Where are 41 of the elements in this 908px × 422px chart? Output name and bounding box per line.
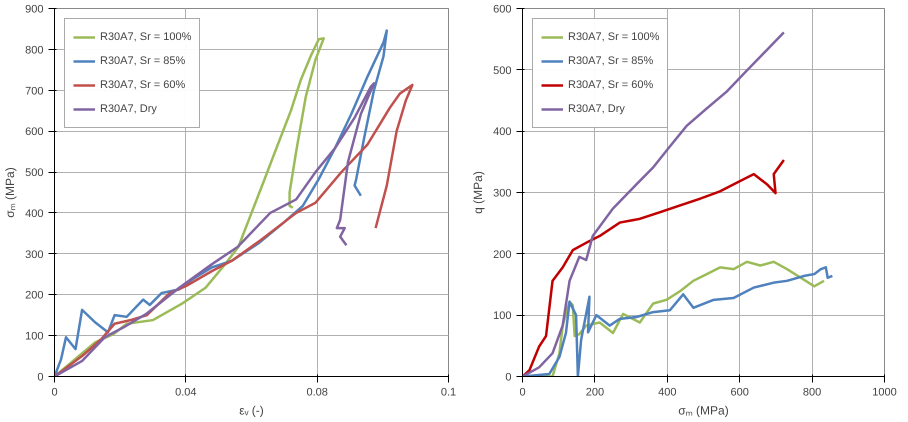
y-tick-label: 300 [25, 248, 44, 261]
y-tick-label: 500 [493, 64, 512, 77]
y-tick-label: 0 [505, 372, 512, 384]
y-axis-title: q (MPa) [471, 171, 486, 214]
x-axis-title: εᵥ (-) [239, 404, 264, 418]
y-tick-label: 700 [25, 85, 44, 98]
y-tick-label: 400 [493, 126, 512, 138]
x-axis-title: σₘ (MPa) [678, 404, 729, 418]
y-tick-label: 800 [25, 44, 44, 56]
legend-label: R30A7, Sr = 100% [568, 31, 660, 43]
y-tick-label: 600 [493, 4, 512, 16]
y-tick-label: 200 [493, 248, 512, 261]
y-tick-label: 500 [25, 167, 44, 180]
legend-label: R30A7, Sr = 100% [100, 31, 192, 43]
legend-label: R30A7, Dry [568, 103, 625, 115]
y-axis-title: σₘ (MPa) [3, 167, 18, 218]
y-tick-label: 100 [25, 330, 44, 343]
x-tick-label: 1000 [872, 386, 897, 398]
y-tick-label: 400 [25, 208, 44, 220]
x-tick-label: 0 [519, 386, 526, 398]
x-tick-label: 400 [658, 386, 676, 398]
legend-label: R30A7, Sr = 85% [100, 55, 186, 67]
y-tick-label: 600 [25, 126, 44, 138]
y-tick-label: 200 [25, 290, 44, 302]
x-tick-label: 0.04 [175, 386, 197, 398]
y-tick-label: 100 [493, 310, 512, 322]
y-tick-label: 0 [37, 372, 44, 384]
x-tick-label: 800 [802, 386, 822, 398]
legend-label: R30A7, Sr = 85% [568, 55, 654, 67]
legend-label: R30A7, Dry [100, 103, 157, 115]
y-tick-label: 900 [25, 4, 44, 16]
y-tick-label: 300 [493, 188, 512, 200]
legend-label: R30A7, Sr = 60% [568, 79, 654, 91]
line-series [522, 158, 786, 376]
x-tick-label: 200 [586, 386, 604, 398]
x-tick-label: 0.08 [306, 386, 328, 398]
line-series [522, 31, 786, 376]
x-tick-label: 600 [730, 386, 749, 398]
x-tick-label: 0.1 [440, 386, 456, 398]
x-tick-label: 0 [51, 386, 58, 398]
legend-label: R30A7, Sr = 60% [100, 79, 186, 91]
